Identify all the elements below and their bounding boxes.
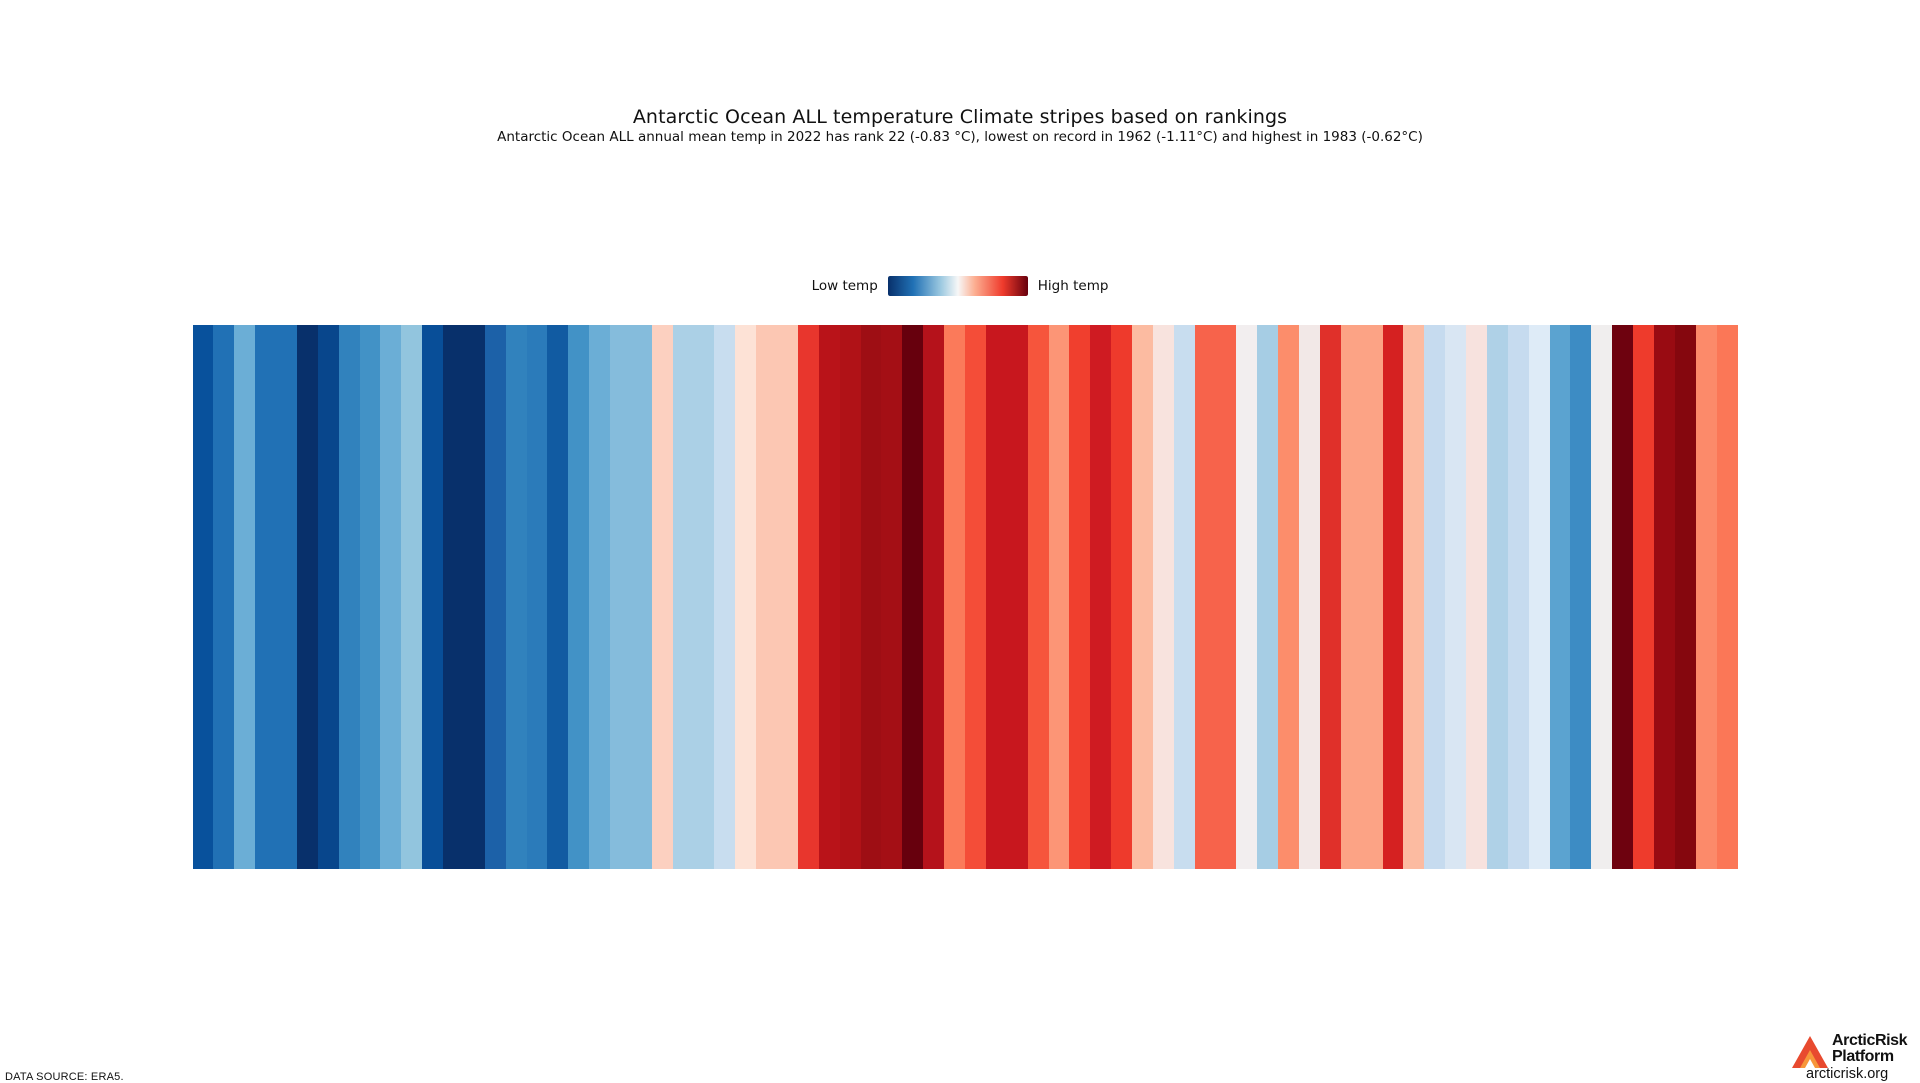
stripe bbox=[1299, 325, 1321, 869]
stripe bbox=[840, 325, 862, 869]
stripe bbox=[401, 325, 423, 869]
stripe bbox=[1529, 325, 1551, 869]
stripe bbox=[339, 325, 361, 869]
stripe bbox=[861, 325, 882, 869]
stripe bbox=[1341, 325, 1363, 869]
stripe bbox=[1383, 325, 1404, 869]
stripe bbox=[610, 325, 632, 869]
stripe bbox=[547, 325, 569, 869]
stripe bbox=[1236, 325, 1258, 869]
logo-line-1: ArcticRisk bbox=[1832, 1032, 1908, 1049]
stripe bbox=[1362, 325, 1384, 869]
stripe bbox=[485, 325, 507, 869]
chart-subtitle: Antarctic Ocean ALL annual mean temp in … bbox=[497, 129, 1423, 145]
stripe bbox=[1466, 325, 1488, 869]
stripe bbox=[1049, 325, 1070, 869]
stripe bbox=[777, 325, 799, 869]
stripe bbox=[443, 325, 465, 869]
stripe bbox=[318, 325, 340, 869]
stripe bbox=[1132, 325, 1154, 869]
stripe bbox=[1424, 325, 1446, 869]
stripe bbox=[1403, 325, 1425, 869]
stripe bbox=[881, 325, 903, 869]
stripe bbox=[1320, 325, 1342, 869]
stripe bbox=[673, 325, 695, 869]
stripe bbox=[1090, 325, 1112, 869]
stripe bbox=[193, 325, 214, 869]
stripe bbox=[944, 325, 966, 869]
arcticrisk-logo-icon bbox=[1792, 1036, 1828, 1068]
arcticrisk-logo[interactable]: ArcticRisk Platform arcticrisk.org bbox=[1786, 1032, 1916, 1082]
stripe bbox=[1717, 325, 1738, 869]
stripe bbox=[1445, 325, 1467, 869]
stripe bbox=[1153, 325, 1175, 869]
stripe bbox=[1257, 325, 1279, 869]
logo-line-2: Platform bbox=[1832, 1048, 1894, 1065]
stripe bbox=[652, 325, 674, 869]
stripe bbox=[1069, 325, 1091, 869]
stripe bbox=[255, 325, 277, 869]
legend-gradient-bar bbox=[887, 276, 1028, 296]
stripe bbox=[1216, 325, 1237, 869]
stripe bbox=[1007, 325, 1029, 869]
legend-high-label: High temp bbox=[1037, 278, 1109, 294]
logo-wordmark: ArcticRisk Platform bbox=[1832, 1032, 1908, 1065]
stripe bbox=[1612, 325, 1634, 869]
stripe bbox=[986, 325, 1008, 869]
stripe bbox=[735, 325, 757, 869]
stripe bbox=[1550, 325, 1571, 869]
stripe bbox=[1696, 325, 1718, 869]
stripe bbox=[694, 325, 715, 869]
stripe bbox=[965, 325, 987, 869]
stripe bbox=[213, 325, 235, 869]
stripe bbox=[1195, 325, 1217, 869]
stripe bbox=[422, 325, 444, 869]
stripe bbox=[1633, 325, 1655, 869]
stripe bbox=[1675, 325, 1697, 869]
stripe bbox=[589, 325, 611, 869]
stripe bbox=[234, 325, 256, 869]
stripe bbox=[714, 325, 736, 869]
stripe bbox=[297, 325, 319, 869]
stripe bbox=[380, 325, 402, 869]
chart-title: Antarctic Ocean ALL temperature Climate … bbox=[632, 106, 1288, 128]
stripe bbox=[756, 325, 778, 869]
stripe bbox=[527, 325, 548, 869]
climate-stripes-plot bbox=[193, 325, 1738, 869]
stripe bbox=[1111, 325, 1133, 869]
stripe bbox=[1487, 325, 1509, 869]
logo-url-link[interactable]: arcticrisk.org bbox=[1806, 1066, 1889, 1082]
stripe bbox=[1278, 325, 1300, 869]
stripe bbox=[798, 325, 820, 869]
stripe bbox=[276, 325, 298, 869]
stripe bbox=[819, 325, 841, 869]
data-source-label: DATA SOURCE: ERA5. bbox=[5, 1071, 124, 1083]
stripe bbox=[1654, 325, 1676, 869]
stripe bbox=[506, 325, 528, 869]
stripe bbox=[1570, 325, 1592, 869]
stripe bbox=[902, 325, 924, 869]
stripe bbox=[1028, 325, 1050, 869]
stripe bbox=[568, 325, 590, 869]
stripe bbox=[1174, 325, 1196, 869]
stripe bbox=[923, 325, 945, 869]
colorbar-legend: Low temp High temp bbox=[0, 275, 1920, 297]
stripe bbox=[1508, 325, 1530, 869]
legend-low-label: Low temp bbox=[811, 278, 878, 294]
stripe bbox=[631, 325, 653, 869]
stripe bbox=[464, 325, 486, 869]
stripe bbox=[1591, 325, 1613, 869]
stripe bbox=[360, 325, 381, 869]
